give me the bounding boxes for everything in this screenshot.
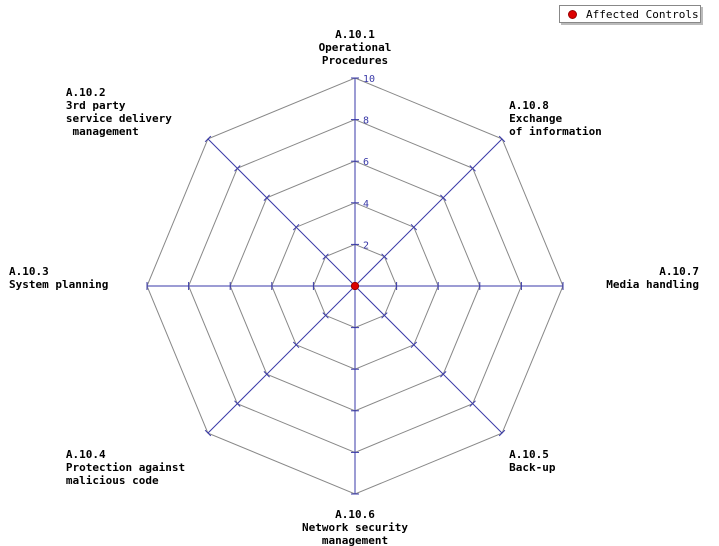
axis-tick-mark <box>410 223 418 231</box>
axis-tick-mark <box>292 341 300 349</box>
axis-label-A.10.5: A.10.5 Back-up <box>509 448 556 474</box>
axis-spoke-A.10.2 <box>207 138 356 287</box>
tick-label-2: 2 <box>363 240 369 251</box>
tick-label-4: 4 <box>363 199 369 210</box>
axis-label-A.10.4: A.10.4 Protection against malicious code <box>66 448 185 487</box>
axis-label-A.10.6: A.10.6 Network security management <box>302 508 408 546</box>
radar-series <box>351 282 359 290</box>
axis-label-line: A.10.7 <box>659 265 699 278</box>
axis-label-line: Network security <box>302 521 408 534</box>
axis-label-line: System planning <box>9 278 108 291</box>
axis-tick-mark <box>204 429 212 437</box>
axis-label-line: management <box>322 534 388 546</box>
axis-label-line: 3rd party <box>66 99 126 112</box>
axis-label-line: Procedures <box>322 54 388 67</box>
axis-label-line: management <box>66 125 139 138</box>
axis-tick-mark <box>263 371 270 378</box>
axis-label-line: A.10.2 <box>66 86 106 99</box>
axis-label-line: A.10.3 <box>9 265 49 278</box>
axis-label-A.10.7: A.10.7 Media handling <box>606 265 699 291</box>
radar-tick-labels: 2 4 6 8 10 <box>363 74 375 251</box>
axis-label-line: A.10.4 <box>66 448 106 461</box>
legend-label: Affected Controls <box>586 7 699 21</box>
axis-label-line: Media handling <box>606 278 699 291</box>
legend: Affected Controls <box>559 5 701 23</box>
axis-label-line: A.10.5 <box>509 448 549 461</box>
radar-axis-labels: A.10.1 Operational Procedures A.10.8 Exchang… <box>9 28 699 546</box>
axis-label-A.10.3: A.10.3 System planning <box>9 265 108 291</box>
axis-label-line: of information <box>509 125 602 138</box>
axis-tick-mark <box>410 341 418 349</box>
axis-label-A.10.2: A.10.2 3rd party service delivery manageme… <box>66 86 172 138</box>
axis-label-line: A.10.6 <box>335 508 375 521</box>
axis-tick-mark <box>498 135 506 143</box>
axis-label-A.10.8: A.10.8 Exchange of information <box>509 99 602 138</box>
axis-tick-mark <box>440 194 447 201</box>
axis-spoke-A.10.4 <box>207 285 356 434</box>
axis-label-A.10.1: A.10.1 Operational Procedures <box>319 28 392 67</box>
axis-tick-mark <box>381 312 388 319</box>
axis-label-line: Operational <box>319 41 392 54</box>
axis-spoke-A.10.5 <box>354 285 503 434</box>
axis-tick-mark <box>440 371 447 378</box>
axis-label-line: service delivery <box>66 112 172 125</box>
axis-tick-mark <box>263 194 270 201</box>
tick-label-6: 6 <box>363 157 369 168</box>
radar-axes <box>146 77 564 495</box>
axis-tick-mark <box>322 253 329 260</box>
series-point-A.10.2 <box>351 282 359 290</box>
axis-label-line: Back-up <box>509 461 556 474</box>
tick-label-10: 10 <box>363 74 375 85</box>
axis-label-line: Exchange <box>509 112 562 125</box>
tick-label-8: 8 <box>363 116 369 127</box>
axis-label-line: malicious code <box>66 474 159 487</box>
axis-tick-mark <box>292 223 300 231</box>
axis-tick-mark <box>204 135 212 143</box>
axis-tick-mark <box>322 312 329 319</box>
axis-tick-mark <box>498 429 506 437</box>
axis-tick-mark <box>234 400 241 407</box>
axis-label-line: A.10.1 <box>335 28 375 41</box>
axis-tick-mark <box>381 253 388 260</box>
legend-marker <box>568 9 577 19</box>
axis-tick-mark <box>469 400 476 407</box>
axis-label-line: A.10.8 <box>509 99 549 112</box>
axis-label-line: Protection against <box>66 461 185 474</box>
axis-tick-mark <box>469 165 476 172</box>
axis-spoke-A.10.8 <box>354 138 503 287</box>
axis-tick-mark <box>234 165 241 172</box>
